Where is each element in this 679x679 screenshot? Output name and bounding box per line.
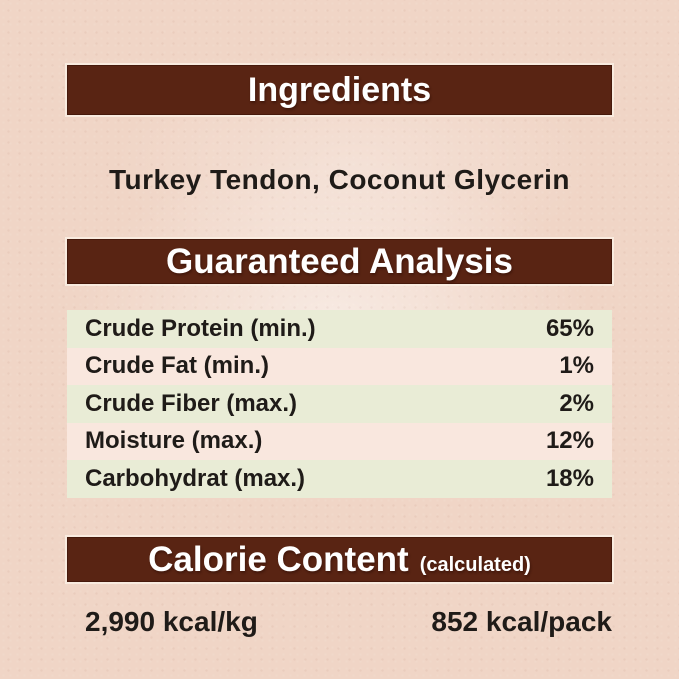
calorie-values-row: 2,990 kcal/kg 852 kcal/pack: [67, 603, 612, 641]
ingredients-title: Ingredients: [247, 71, 432, 109]
analysis-value: 2%: [559, 389, 594, 417]
guaranteed-analysis-title: Guaranteed Analysis: [166, 242, 513, 281]
calorie-content-title: Calorie Content: [148, 540, 409, 579]
calorie-per-pack: 852 kcal/pack: [431, 606, 612, 637]
analysis-value: 65%: [545, 314, 594, 342]
guaranteed-analysis-table: Crude Protein (min.) 65% Crude Fat (min.…: [67, 310, 612, 498]
analysis-value: 1%: [559, 352, 594, 380]
analysis-label: Moisture (max.): [85, 427, 263, 455]
table-row: Carbohydrat (max.) 18%: [67, 460, 612, 498]
analysis-label: Crude Protein (min.): [85, 314, 316, 342]
table-row: Crude Fiber (max.) 2%: [67, 385, 612, 423]
analysis-label: Crude Fat (min.): [85, 352, 269, 380]
table-row: Crude Protein (min.) 65%: [67, 310, 612, 348]
calorie-content-subtitle: (calculated): [419, 554, 531, 576]
calorie-content-header-banner: Calorie Content (calculated): [67, 537, 612, 582]
analysis-value: 18%: [545, 464, 594, 492]
analysis-label: Carbohydrat (max.): [85, 464, 306, 492]
table-row: Crude Fat (min.) 1%: [67, 347, 612, 385]
ingredients-header-banner: Ingredients: [67, 65, 612, 115]
guaranteed-analysis-header-banner: Guaranteed Analysis: [67, 239, 612, 284]
ingredients-list: Turkey Tendon, Coconut Glycerin: [109, 164, 570, 195]
calorie-per-kg: 2,990 kcal/kg: [85, 606, 258, 637]
analysis-label: Crude Fiber (max.): [85, 389, 298, 417]
table-row: Moisture (max.) 12%: [67, 422, 612, 460]
analysis-value: 12%: [545, 427, 594, 455]
